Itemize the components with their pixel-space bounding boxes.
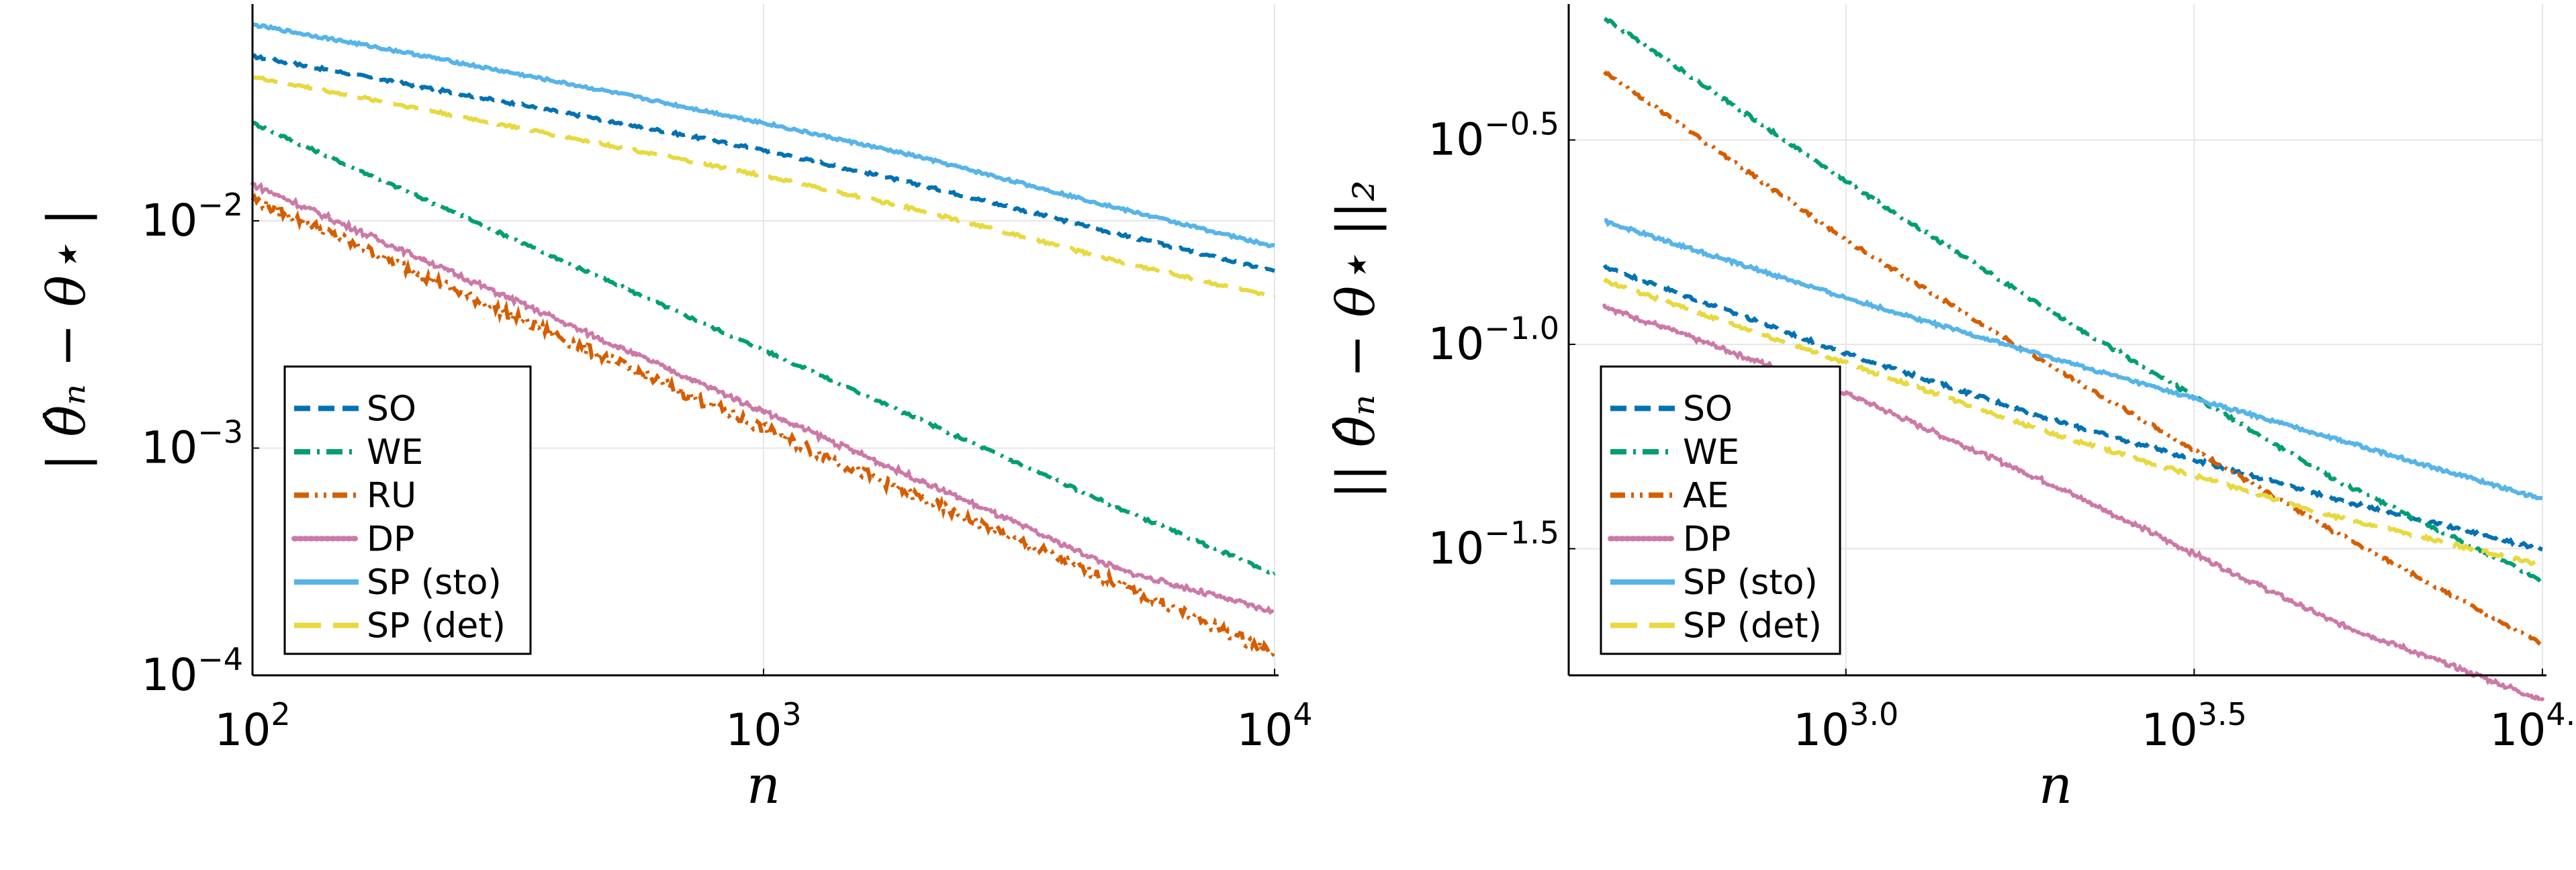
series-line-so xyxy=(252,53,1275,273)
y-tick-label: 10−4 xyxy=(141,641,243,701)
legend-label: SP (sto) xyxy=(1683,563,1818,603)
legend-label: DP xyxy=(1683,519,1731,559)
y-tick-label: 10−1.0 xyxy=(1428,310,1559,370)
y-tick-label: 10−3 xyxy=(141,414,243,474)
x-axis-title: n xyxy=(747,755,780,816)
series-line-ru xyxy=(250,192,1277,659)
series-line-dp xyxy=(250,181,1277,615)
x-tick-label: 103 xyxy=(725,696,801,756)
legend-label: SP (det) xyxy=(1683,606,1822,646)
y-tick-label: 10−2 xyxy=(141,187,243,246)
legend-box xyxy=(283,365,532,655)
x-tick-label: 104.0 xyxy=(2489,696,2576,756)
series-group xyxy=(1602,17,2544,702)
left-panel: 102 103 104 10−4 10−3 10−2 n | θ̂ₙ − θ⋆ | SOWERU… xyxy=(37,4,1313,816)
legend-label: DP xyxy=(367,519,414,559)
x-axis-title: n xyxy=(2039,755,2072,816)
series-line-dp xyxy=(1602,303,2544,702)
y-tick-label: 10−0.5 xyxy=(1428,105,1559,165)
series-line-we xyxy=(251,120,1276,577)
series-line-sp-det xyxy=(251,75,1276,301)
legend-label: SP (det) xyxy=(367,606,506,646)
gridlines xyxy=(1569,4,2543,675)
legend-label: AE xyxy=(1683,476,1729,516)
x-tick-label: 103.0 xyxy=(1793,696,1898,756)
series-line-sp-sto xyxy=(251,21,1275,248)
legend-label: RU xyxy=(367,476,416,516)
legend-label: WE xyxy=(367,432,423,473)
series-line-sp-sto xyxy=(1604,218,2543,501)
series-line-ae xyxy=(1602,70,2543,646)
legend-label: SP (sto) xyxy=(367,563,502,603)
series-group xyxy=(250,21,1277,659)
x-tick-label: 102 xyxy=(214,696,290,756)
y-tick-label: 10−1.5 xyxy=(1428,514,1559,574)
legend-label: SO xyxy=(367,389,416,429)
y-axis-title: | θ̂ₙ − θ⋆ | xyxy=(37,208,97,471)
legend-label: WE xyxy=(1683,432,1739,473)
legend-box xyxy=(1600,365,1841,655)
legend-label: SO xyxy=(1683,389,1733,429)
y-axis-title: || θ̂ₙ − θ⋆ ||₂ xyxy=(1326,180,1387,499)
x-tick-label: 104 xyxy=(1236,696,1312,756)
series-line-we xyxy=(1603,17,2544,583)
right-panel: 103.0 103.5 104.0 10−1.5 10−1.0 10−0.5 n || θ̂ₙ… xyxy=(1326,4,2576,816)
x-tick-label: 103.5 xyxy=(2142,696,2247,756)
